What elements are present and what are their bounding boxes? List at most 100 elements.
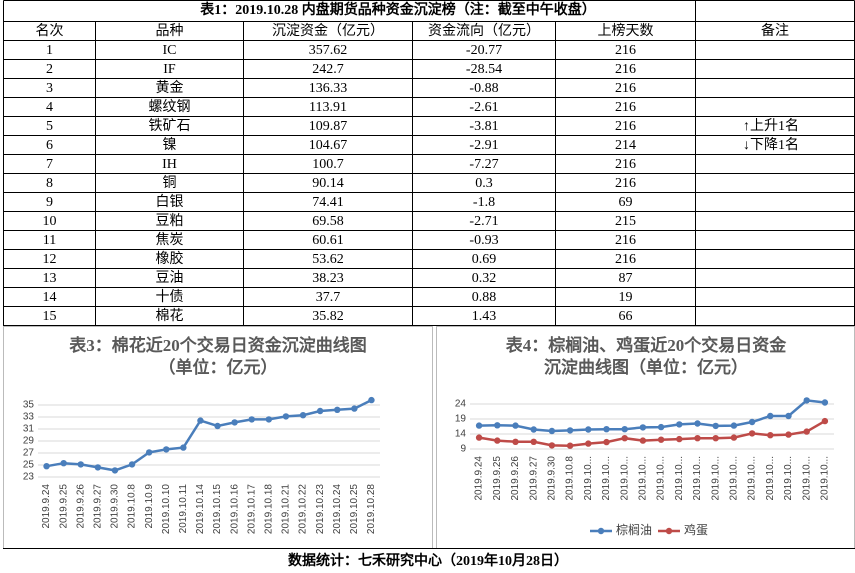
point [585, 440, 592, 447]
point [368, 396, 375, 404]
point [730, 422, 738, 429]
point [748, 418, 756, 426]
cell: -2.91 [469, 138, 498, 153]
x-tick-label: 2019.10... [747, 456, 758, 500]
x-tick-label: 2019.10.22 [298, 484, 309, 534]
y-tick-label: 25 [23, 460, 35, 471]
cell: 0.69 [472, 252, 497, 267]
cell: 橡胶 [156, 250, 184, 267]
y-tick-label: 24 [455, 399, 467, 410]
point [265, 416, 273, 423]
legend-label: 鸡蛋 [684, 522, 708, 537]
point [475, 434, 483, 441]
cell: 15 [43, 309, 57, 324]
point [128, 461, 136, 468]
cell: 4 [46, 100, 53, 115]
x-tick-label: 2019.10... [656, 456, 667, 500]
point [494, 437, 501, 444]
cell: 35.82 [312, 309, 344, 324]
cell: 109.87 [309, 119, 348, 134]
x-tick-label: 2019.10.23 [315, 484, 326, 534]
point [821, 417, 829, 425]
y-tick-label: 29 [23, 436, 35, 447]
point [657, 423, 665, 431]
y-tick-label: 19 [455, 414, 467, 425]
point [145, 449, 153, 456]
x-tick-label: 2019.9.26 [75, 484, 86, 529]
cell: 38.23 [312, 271, 344, 286]
remark: ↓下降1名 [743, 137, 799, 153]
x-tick-label: 2019.10... [765, 456, 776, 500]
point [43, 463, 50, 470]
cell: IC [163, 43, 177, 58]
point [767, 412, 774, 420]
x-tick-label: 2019.9.25 [58, 484, 69, 529]
point [163, 446, 170, 453]
x-tick-label: 2019.10.17 [246, 484, 257, 534]
point [351, 405, 358, 412]
x-tick-label: 2019.10.28 [366, 484, 377, 534]
x-tick-label: 2019.10... [583, 456, 594, 500]
cell: 8 [46, 176, 53, 191]
cell: 3 [46, 81, 53, 96]
x-tick-label: 2019.10... [820, 456, 831, 500]
x-tick-label: 2019.10.10 [161, 484, 172, 534]
point [803, 428, 810, 435]
cell: 7 [46, 157, 53, 172]
cell: -1.8 [473, 195, 495, 210]
point [60, 460, 67, 467]
cell: 十债 [156, 289, 184, 305]
cell: 13 [43, 271, 57, 286]
x-tick-label: 2019.10.11 [178, 484, 189, 534]
cell: IF [163, 62, 176, 77]
cell: 黄金 [156, 79, 184, 96]
cell: 0.3 [475, 176, 493, 191]
point [94, 464, 102, 471]
cell: 136.33 [309, 81, 348, 96]
point [730, 434, 738, 441]
cell: 90.14 [312, 176, 344, 191]
point [803, 397, 810, 404]
cell: 216 [615, 119, 636, 134]
y-tick-label: 9 [460, 444, 466, 455]
point [334, 406, 341, 413]
cell: -3.81 [469, 119, 498, 134]
point [530, 438, 537, 445]
cell: -28.54 [466, 62, 502, 77]
point [821, 399, 829, 406]
cell: 棉花 [156, 307, 184, 324]
x-tick-label: 2019.10.8 [565, 456, 576, 501]
point [785, 431, 792, 438]
point [712, 422, 719, 430]
cell: 11 [43, 233, 56, 248]
cell: 216 [615, 233, 636, 248]
point [785, 412, 792, 420]
y-tick-label: 27 [23, 448, 35, 459]
x-tick-label: 2019.10.9 [144, 484, 155, 529]
x-tick-label: 2019.10.21 [281, 484, 292, 534]
point [299, 412, 307, 419]
cell: 2 [46, 62, 53, 77]
y-tick-label: 35 [23, 400, 35, 411]
point [657, 436, 665, 443]
legend-marker [597, 527, 605, 535]
cell: 215 [615, 214, 636, 229]
x-tick-label: 2019.9.30 [547, 456, 558, 501]
point [621, 426, 628, 433]
cell: -0.93 [469, 233, 498, 248]
cell: 216 [615, 43, 636, 58]
cell: 14 [43, 290, 57, 305]
point [231, 419, 238, 426]
x-tick-label: 2019.10... [729, 456, 740, 500]
point [282, 413, 290, 420]
point [767, 432, 774, 439]
point [494, 422, 501, 429]
cell: 镍 [163, 137, 177, 153]
cell: 0.88 [472, 290, 497, 305]
cell: 357.62 [309, 43, 348, 58]
column-header: 上榜天数 [598, 22, 654, 39]
x-tick-label: 2019.9.27 [528, 456, 539, 501]
column-header: 名次 [36, 23, 64, 39]
point [621, 435, 628, 442]
